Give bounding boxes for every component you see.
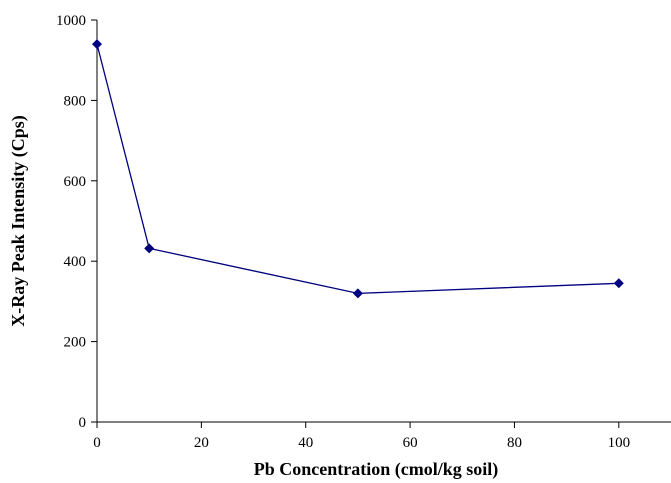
series-line [96,43,619,295]
x-tick-label: 0 [93,435,101,451]
data-point-marker [613,278,624,289]
data-point-marker [144,243,155,254]
y-tick-label: 800 [64,93,87,109]
series-markers [92,39,624,299]
y-tick-label: 400 [64,254,87,270]
x-axis-ticks: 0 20 40 60 80 100 [93,422,630,451]
x-tick-label: 20 [194,435,209,451]
x-tick-label: 40 [298,435,313,451]
x-axis-title: Pb Concentration (cmol/kg soil) [254,459,499,480]
y-tick-label: 0 [79,415,87,431]
y-axis-title: X-Ray Peak Intensity (Cps) [8,115,29,327]
y-axis-ticks: 0 200 400 600 800 1000 [56,13,97,431]
x-tick-label: 100 [608,435,631,451]
y-tick-label: 600 [64,174,87,190]
x-tick-label: 80 [507,435,522,451]
y-tick-label: 200 [64,335,87,351]
x-tick-label: 60 [403,435,418,451]
y-tick-label: 1000 [56,13,86,29]
data-point-marker [352,288,363,299]
data-point-marker [92,39,102,50]
